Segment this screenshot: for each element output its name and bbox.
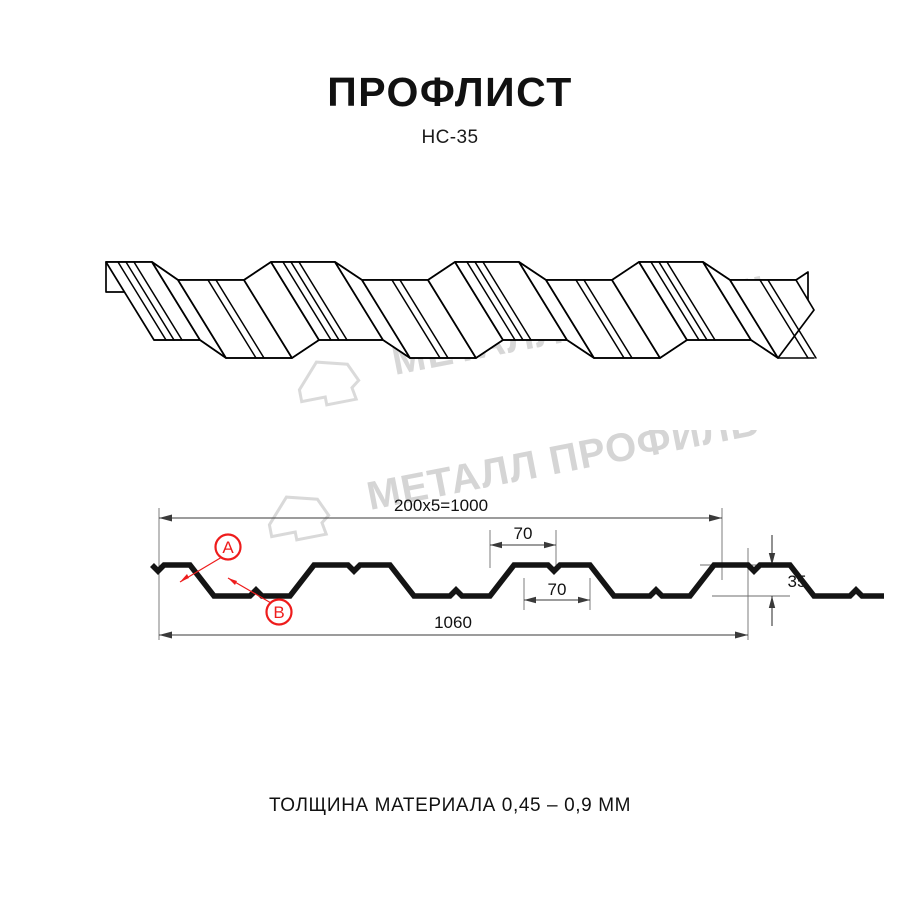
callout-circle-b (265, 598, 293, 626)
callout-circle-a (214, 533, 242, 561)
callout-a[interactable]: A (179, 533, 242, 583)
dimension-label-valley-width: 70 (548, 580, 567, 599)
material-thickness-note: ТОЛЩИНА МАТЕРИАЛА 0,45 – 0,9 ММ (268, 795, 632, 816)
isometric-view: МЕТАЛЛ ПРОФИЛЬ (105, 261, 817, 407)
callout-label-a: A (222, 538, 234, 557)
profile-outline (150, 562, 884, 599)
header: ПРОФЛИСТ НС-35 (0, 72, 900, 149)
dimension-valley-width: 70 (524, 580, 590, 604)
dimension-label-overall-width: 1060 (434, 613, 472, 632)
dimension-pitch-total: 200x5=1000 (159, 496, 722, 522)
dimension-overall-width: 1060 (159, 613, 748, 639)
dimension-label-pitch-total: 200x5=1000 (394, 496, 488, 515)
dimension-crest-width: 70 (490, 524, 556, 549)
iso-flutes (105, 261, 815, 359)
iso-stiffening-ribs (117, 261, 817, 359)
extension-lines (158, 508, 790, 640)
callout-b[interactable]: B (227, 577, 293, 626)
dimension-label-crest-width: 70 (514, 524, 533, 543)
cross-section-view: МЕТАЛЛ ПРОФИЛЬ 200x5=1000 70 (150, 430, 884, 640)
page-title: ПРОФЛИСТ (327, 69, 573, 115)
product-model-label: НС-35 (421, 127, 479, 148)
callout-label-b: B (273, 603, 284, 622)
iso-sheet (105, 261, 817, 359)
